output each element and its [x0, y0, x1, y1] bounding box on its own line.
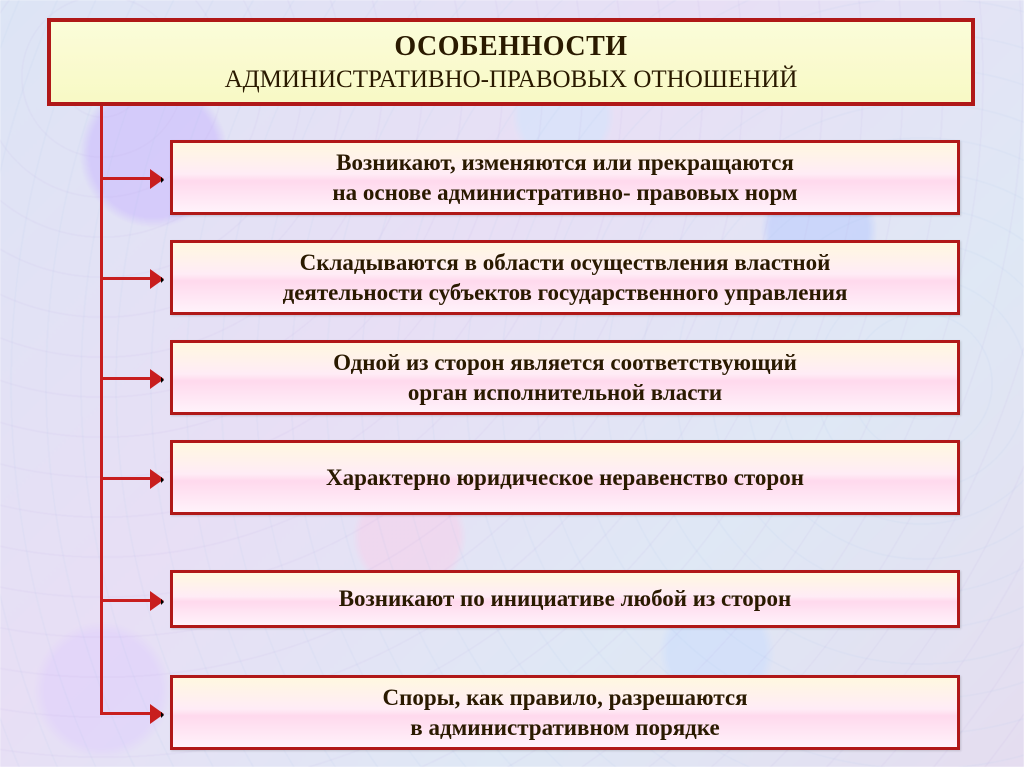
feature-box: Споры, как правило, разрешаютсяв админис… — [170, 675, 960, 750]
feature-line1: Возникают, изменяются или прекращаются — [173, 148, 957, 178]
feature-box: Возникают по инициативе любой из сторон — [170, 570, 960, 628]
feature-line2: деятельности субъектов государственного … — [173, 278, 957, 308]
diagram-canvas: ОСОБЕННОСТИ АДМИНИСТРАТИВНО-ПРАВОВЫХ ОТН… — [0, 0, 1024, 767]
feature-line1: Одной из сторон является соответствующий — [173, 348, 957, 378]
feature-box: Одной из сторон является соответствующий… — [170, 340, 960, 415]
feature-line1: Характерно юридическое неравенство сторо… — [173, 463, 957, 493]
connector-arrow — [100, 377, 162, 380]
feature-line2: на основе административно- правовых норм — [173, 178, 957, 208]
connector-arrow — [100, 177, 162, 180]
feature-box: Возникают, изменяются или прекращаютсяна… — [170, 140, 960, 215]
title-line2: АДМИНИСТРАТИВНО-ПРАВОВЫХ ОТНОШЕНИЙ — [51, 64, 971, 95]
title-box: ОСОБЕННОСТИ АДМИНИСТРАТИВНО-ПРАВОВЫХ ОТН… — [47, 18, 975, 106]
connector-arrow — [100, 712, 162, 715]
feature-box: Складываются в области осуществления вла… — [170, 240, 960, 315]
feature-line2: в административном порядке — [173, 713, 957, 743]
feature-line1: Возникают по инициативе любой из сторон — [173, 584, 957, 614]
title-line1: ОСОБЕННОСТИ — [51, 29, 971, 64]
feature-box: Характерно юридическое неравенство сторо… — [170, 440, 960, 515]
connector-spine — [100, 106, 103, 712]
connector-arrow — [100, 599, 162, 602]
connector-arrow — [100, 277, 162, 280]
feature-line1: Складываются в области осуществления вла… — [173, 248, 957, 278]
feature-line1: Споры, как правило, разрешаются — [173, 683, 957, 713]
connector-arrow — [100, 477, 162, 480]
feature-line2: орган исполнительной власти — [173, 378, 957, 408]
